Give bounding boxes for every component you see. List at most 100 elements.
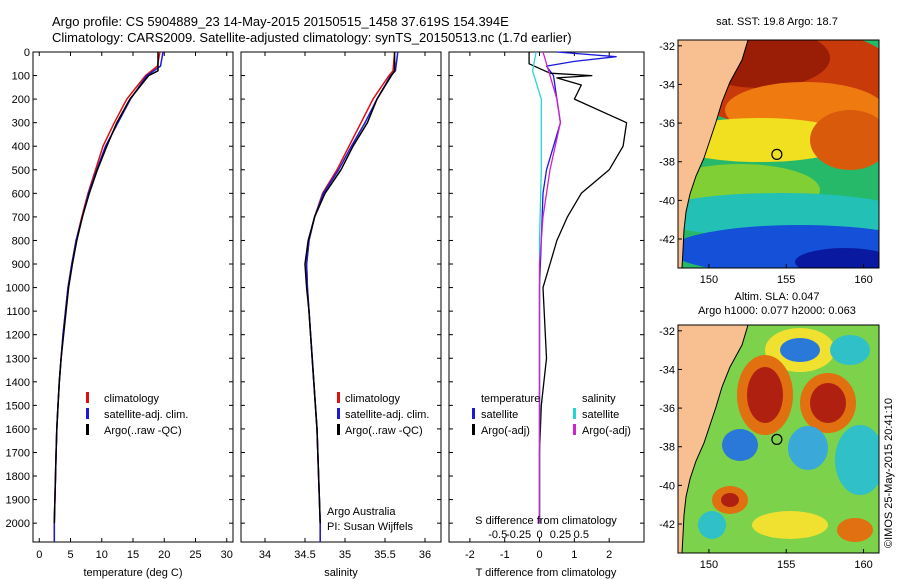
legend-satellite: satellite-adj. clim.	[345, 409, 429, 421]
temperature-series	[53, 51, 164, 542]
legend-satellite: satellite-adj. clim.	[104, 409, 188, 421]
sst-east-warm	[810, 110, 879, 170]
lon-tick-label: 150	[700, 274, 718, 286]
sla-map-title-2: Argo h1000: 0.077 h2000: 0.063	[698, 305, 856, 317]
series-line-argo-raw-qc-	[53, 52, 159, 524]
x-tick-label: 30	[221, 549, 233, 561]
argo-float-marker	[771, 148, 783, 160]
sla-blue-center	[788, 426, 828, 470]
depth-tick-label: 700	[12, 212, 30, 224]
depth-tick-label: 900	[12, 259, 30, 271]
depth-tick-label: 1300	[6, 353, 30, 365]
legend-argo-swatch	[337, 424, 340, 435]
legend-satellite-swatch	[86, 408, 89, 419]
lon-tick-label: 155	[777, 274, 795, 286]
s-tick-label: -0.25	[506, 529, 531, 541]
depth-tick-label: 1100	[6, 306, 30, 318]
depth-tick-label: 400	[12, 141, 30, 153]
lat-tick-label: -32	[659, 41, 675, 53]
lat-tick-label: -34	[659, 79, 675, 91]
sla-frame	[677, 324, 880, 554]
x-tick-label: 15	[127, 549, 139, 561]
lat-tick-label: -32	[659, 326, 675, 338]
legend-argo: Argo(..raw -QC)	[345, 425, 423, 437]
difference-legend: temperature satellite Argo(-adj) salinit…	[472, 393, 631, 437]
lon-tick-label: 150	[700, 559, 718, 571]
land-sst	[678, 40, 748, 268]
land-sla	[678, 325, 748, 553]
credit-pi: PI: Susan Wijffels	[327, 521, 413, 533]
depth-tick-label: 0	[24, 47, 30, 59]
sla-map-title-1: Altim. SLA: 0.047	[735, 291, 820, 303]
series-line-s-argo-adj-	[538, 51, 562, 524]
sla-orange-se	[837, 518, 873, 542]
salinity-legend: climatology satellite-adj. clim. Argo(..…	[337, 392, 429, 437]
depth-tick-label: 1900	[6, 495, 30, 507]
legend-s-argo: Argo(-adj)	[582, 425, 631, 437]
sla-high-eddy-east	[810, 383, 846, 423]
legend-t-argo-swatch	[472, 424, 475, 435]
x-tick-label: 20	[158, 549, 170, 561]
t-difference-label: T difference from climatology	[476, 567, 617, 579]
legend-climatology-swatch	[337, 392, 340, 403]
x-tick-label: 5	[67, 549, 73, 561]
depth-tick-label: 300	[12, 118, 30, 130]
temperature-legend: climatology satellite-adj. clim. Argo(..…	[86, 392, 188, 437]
lat-tick-label: -34	[659, 364, 675, 376]
lat-tick-label: -38	[659, 442, 675, 454]
legend-t-argo: Argo(-adj)	[481, 425, 530, 437]
salinity-axes	[240, 51, 442, 543]
sla-teal-south	[835, 425, 879, 495]
depth-tick-label: 200	[12, 94, 30, 106]
x-tick-label: 35.5	[374, 549, 395, 561]
depth-tick-label: 600	[12, 188, 30, 200]
difference-axes	[448, 51, 645, 543]
s-tick-label: 0.5	[574, 529, 589, 541]
title-line-1: Argo profile: CS 5904889_23 14-May-2015 …	[52, 14, 509, 29]
lat-tick-label: -42	[659, 519, 675, 531]
legend-argo: Argo(..raw -QC)	[104, 425, 182, 437]
series-line-argo-raw-qc-	[304, 52, 396, 524]
x-tick-label: 0	[36, 549, 42, 561]
sla-teal-eddy	[830, 335, 870, 365]
depth-tick-label: 1500	[6, 400, 30, 412]
lat-tick-label: -36	[659, 118, 675, 130]
depth-tick-label: 500	[12, 165, 30, 177]
legend-climatology: climatology	[345, 393, 401, 405]
legend-s-argo-swatch	[573, 424, 576, 435]
depth-tick-label: 2000	[6, 518, 30, 530]
temperature-panel: 0100200300400500600700800900100011001200…	[6, 47, 234, 579]
sla-ticks: -32 -34 -36 -38 -40 -42 150 155 160	[659, 326, 873, 571]
depth-ticks: 0 100 200 300 400 500 600 700 800 900 1000 1100 1200…	[6, 47, 233, 530]
lon-tick-label: 160	[854, 274, 872, 286]
x-tick-label: -1	[500, 549, 510, 561]
sla-high-eddy-west	[747, 367, 783, 423]
coastline-sla	[681, 325, 749, 553]
title-line-2: Climatology: CARS2009. Satellite-adjuste…	[52, 30, 572, 45]
sla-yellow-south	[752, 511, 828, 539]
temperature-x-ticks: 0 5 10 15 20 25 30	[36, 52, 233, 561]
lat-tick-label: -38	[659, 157, 675, 169]
lat-tick-label: -36	[659, 403, 675, 415]
lat-tick-label: -40	[659, 480, 675, 492]
legend-t-satellite: satellite	[481, 409, 518, 421]
salinity-panel: 34 34.5 35 35.5 36 salinity climatology sate…	[240, 51, 442, 579]
depth-tick-label: 800	[12, 235, 30, 247]
sla-red-sw	[721, 493, 739, 507]
s-difference-label: S difference from climatology	[475, 515, 617, 527]
sst-yellow-band	[678, 118, 855, 162]
s-tick-label: 0.25	[550, 529, 571, 541]
legend-temperature-title: temperature	[481, 393, 540, 405]
sst-cold-core	[795, 248, 879, 268]
temperature-axes	[32, 51, 234, 543]
difference-x-ticks: -2 -1 0 1 2	[465, 52, 612, 561]
legend-argo-swatch	[86, 424, 89, 435]
legend-s-satellite: satellite	[582, 409, 619, 421]
depth-tick-label: 100	[12, 71, 30, 83]
x-tick-label: -2	[465, 549, 475, 561]
depth-tick-label: 1400	[6, 377, 30, 389]
depth-tick-label: 1700	[6, 447, 30, 459]
series-line-t-argo-adj-	[528, 52, 628, 524]
depth-tick-label: 1800	[6, 471, 30, 483]
difference-s-ticks: -0.5-0.25 0 0.25 0.5	[488, 529, 589, 541]
